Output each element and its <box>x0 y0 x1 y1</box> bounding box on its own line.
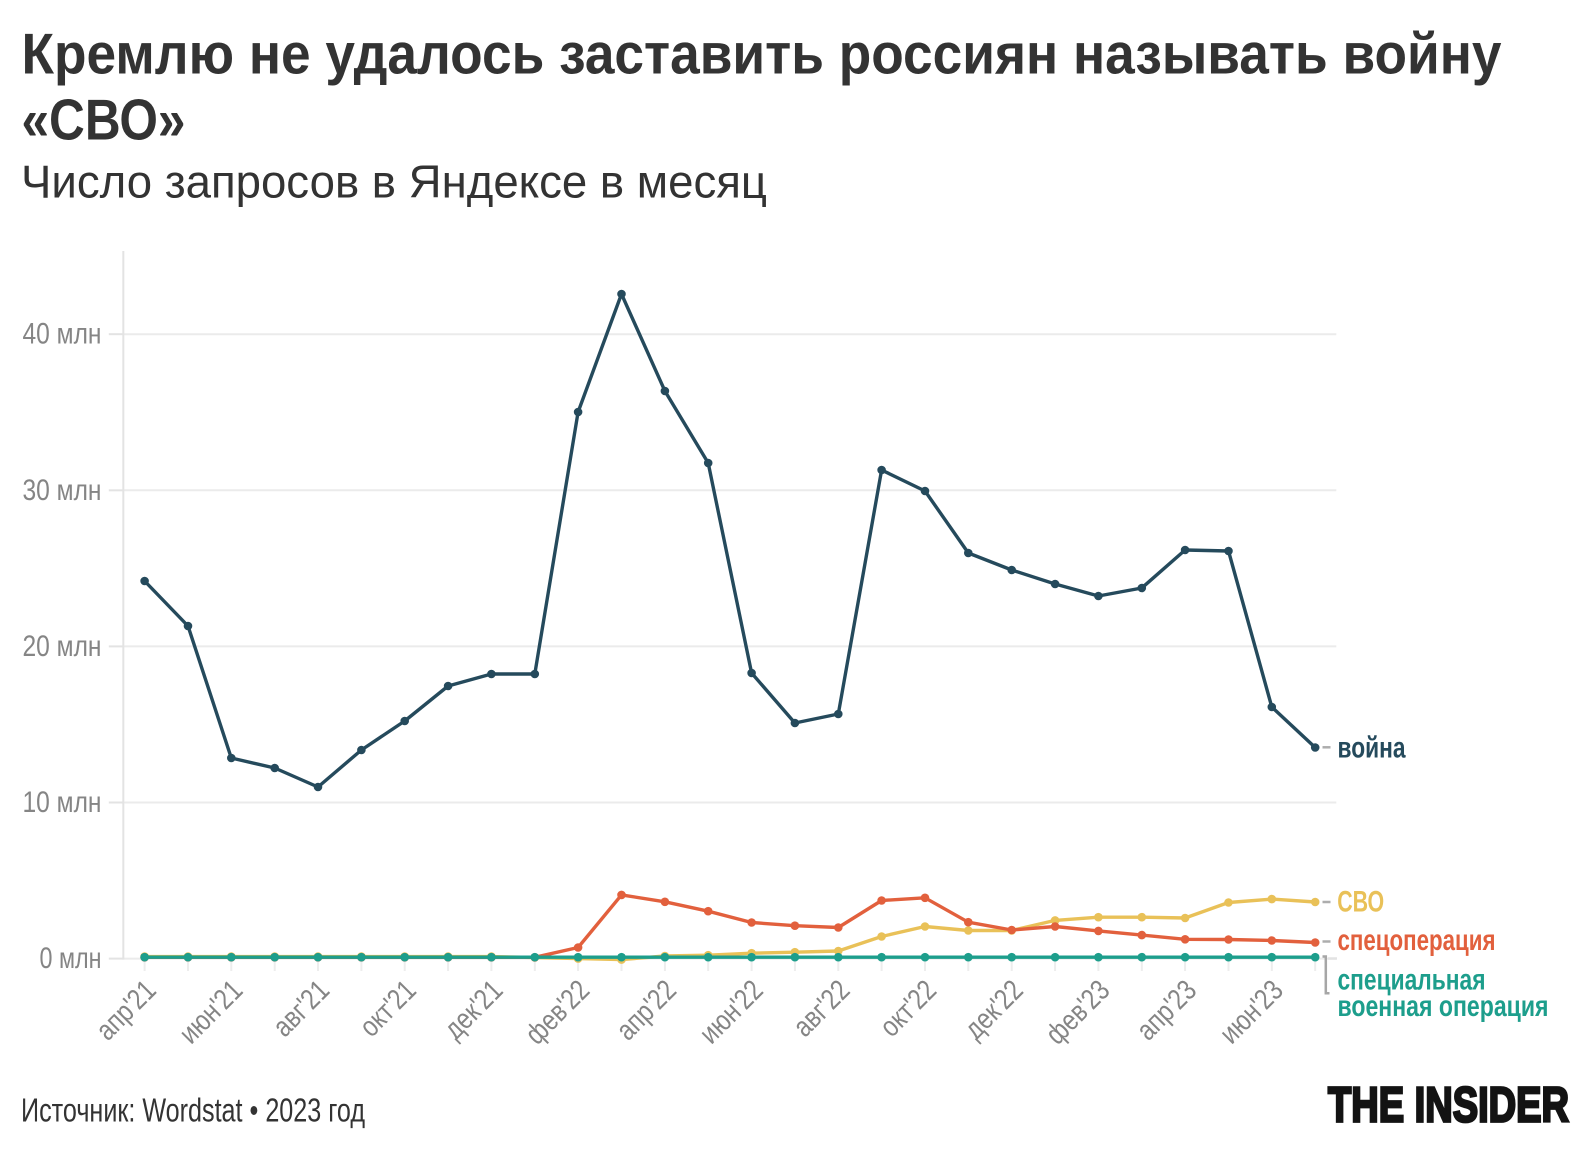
svg-text:10 млн: 10 млн <box>23 786 102 819</box>
svg-text:20 млн: 20 млн <box>23 630 102 663</box>
svg-text:«СВО»: «СВО» <box>22 89 186 153</box>
svg-text:30 млн: 30 млн <box>23 474 102 507</box>
svg-text:война: война <box>1338 732 1406 765</box>
svg-text:Число запросов в Яндексе в мес: Число запросов в Яндексе в месяц <box>21 156 767 208</box>
svg-text:Кремлю не удалось заставить ро: Кремлю не удалось заставить россиян назы… <box>22 23 1502 87</box>
svg-text:военная операция: военная операция <box>1338 990 1549 1023</box>
svg-text:THE INSIDER: THE INSIDER <box>1328 1078 1569 1133</box>
svg-text:40 млн: 40 млн <box>23 318 102 351</box>
svg-text:специальная: специальная <box>1338 964 1486 997</box>
svg-text:0 млн: 0 млн <box>40 942 102 975</box>
svg-text:спецоперация: спецоперация <box>1338 924 1496 957</box>
svg-text:СВО: СВО <box>1337 886 1384 919</box>
svg-text:Источник: Wordstat • 2023 год: Источник: Wordstat • 2023 год <box>21 1092 365 1129</box>
